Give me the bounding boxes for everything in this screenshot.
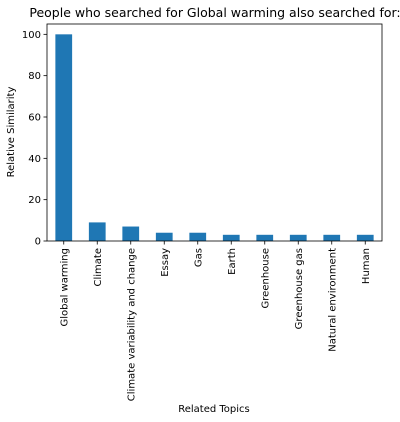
y-tick-label: 100 xyxy=(22,30,41,41)
y-axis-ticks: 0 20 40 60 80 100 xyxy=(22,30,47,248)
x-tick-label: Greenhouse xyxy=(260,248,271,308)
x-tick-label: Greenhouse gas xyxy=(294,248,305,329)
y-tick-label: 80 xyxy=(28,71,41,82)
bar-1 xyxy=(88,222,106,241)
y-tick-label: 60 xyxy=(28,113,41,124)
x-tick-label: Global warming xyxy=(59,248,70,327)
plot-frame xyxy=(46,23,383,242)
bar-9 xyxy=(356,234,374,241)
x-tick-label: Climate xyxy=(93,248,104,286)
bars-layer xyxy=(55,34,374,242)
bar-0 xyxy=(55,34,73,242)
chart-title: People who searched for Global warming a… xyxy=(29,5,400,20)
bar-6 xyxy=(256,234,274,241)
y-tick-label: 40 xyxy=(28,154,41,165)
bar-3 xyxy=(155,232,173,241)
x-tick-label: Climate variability and change xyxy=(126,248,137,401)
bar-8 xyxy=(323,234,341,241)
bar-7 xyxy=(289,234,307,241)
y-tick-label: 0 xyxy=(35,237,41,248)
y-tick-label: 20 xyxy=(28,195,41,206)
y-axis-label: Relative Similarity xyxy=(6,87,17,178)
bar-5 xyxy=(222,234,240,241)
x-axis-label: Related Topics xyxy=(178,404,250,415)
x-tick-label: Natural environment xyxy=(327,248,338,352)
x-tick-label: Gas xyxy=(193,248,204,267)
bar-2 xyxy=(122,226,140,241)
x-tick-label: Essay xyxy=(160,248,171,277)
x-tick-label: Earth xyxy=(227,248,238,275)
x-tick-label: Human xyxy=(361,248,372,284)
x-axis-ticks: Global warming Climate Climate variability… xyxy=(59,241,372,401)
bar-4 xyxy=(189,232,207,241)
